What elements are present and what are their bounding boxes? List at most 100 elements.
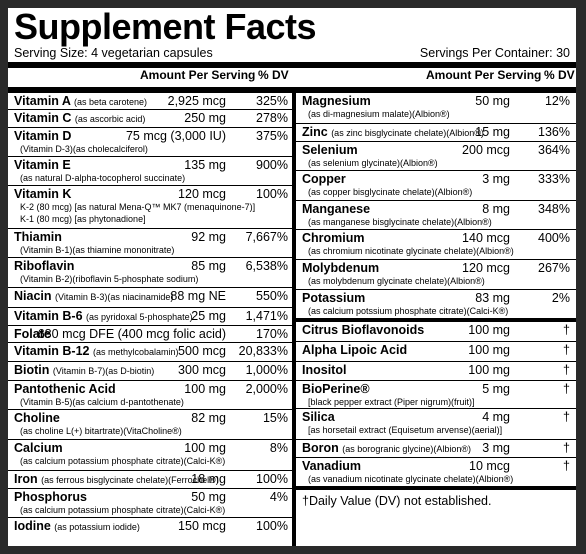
nutrient-name-text: Alpha Lipoic Acid — [302, 343, 408, 357]
nutrient-name-text: Silica — [302, 410, 335, 424]
nutrient-daily-value: 364% — [538, 143, 570, 157]
nutrient-daily-value: 1,000% — [245, 363, 288, 377]
nutrient-amount: 100 mg — [184, 441, 226, 455]
nutrient-daily-value: 12% — [544, 94, 570, 108]
nutrient-name-text: Niacin — [14, 289, 52, 303]
nutrient-amount: 83 mg — [475, 291, 510, 305]
nutrient-sub-detail: (Vitamin B-2)(riboflavin 5-phosphate sod… — [20, 274, 199, 284]
nutrient-name: Calcium — [14, 441, 63, 455]
nutrient-source-note: (as potassium iodide) — [54, 522, 140, 532]
nutrient-name-text: Zinc — [302, 125, 328, 139]
nutrient-name-text: Selenium — [302, 143, 358, 157]
nutrient-row: Vitamin D 75 mcg (3,000 IU) 375% (Vitamin D… — [8, 128, 292, 157]
right-header-dv: % DV — [544, 68, 575, 82]
nutrient-daily-value: 8% — [269, 441, 288, 455]
nutrient-row: Citrus Bioflavonoids 100 mg † — [296, 322, 576, 342]
nutrient-amount: 82 mg — [191, 411, 226, 425]
nutrient-amount: 300 mcg — [178, 363, 226, 377]
nutrient-row: Calcium 100 mg 8% (as calcium potassium pho… — [8, 440, 292, 471]
nutrient-daily-value: 400% — [538, 231, 570, 245]
nutrient-amount: 500 mcg — [178, 344, 226, 358]
nutrient-name: Iodine (as potassium iodide) — [14, 519, 140, 533]
nutrient-name-text: Iron — [14, 472, 38, 486]
nutrient-daily-value: † — [563, 459, 570, 473]
nutrient-amount: 3 mg — [482, 441, 510, 455]
nutrient-name-text: Phosphorus — [14, 490, 87, 504]
nutrient-row: Iron (as ferrous bisglycinate chelate)(F… — [8, 471, 292, 489]
nutrient-name: Silica — [302, 410, 335, 424]
nutrient-name-text: Manganese — [302, 202, 371, 216]
nutrient-name-text: Citrus Bioflavonoids — [302, 323, 425, 337]
nutrient-amount: 100 mg — [468, 363, 510, 377]
nutrient-name: Thiamin — [14, 230, 62, 244]
nutrient-name: Folate — [14, 327, 51, 341]
nutrient-name-text: Vitamin B-6 — [14, 309, 83, 323]
nutrient-daily-value: † — [563, 323, 570, 337]
nutrient-daily-value: † — [563, 410, 570, 424]
nutrient-source-note: (as beta carotene) — [73, 97, 148, 107]
nutrient-row: Alpha Lipoic Acid 100 mg † — [296, 342, 576, 362]
nutrient-row: Iodine (as potassium iodide) 150 mcg 100% — [8, 518, 292, 540]
nutrient-name-text: Chromium — [302, 231, 365, 245]
nutrient-amount: 120 mcg — [178, 187, 226, 201]
nutrient-name-text: Vitamin A — [14, 94, 71, 108]
nutrient-daily-value: † — [563, 441, 570, 455]
nutrient-source-note: (Vitamin B-7)(as D-biotin) — [52, 366, 155, 376]
nutrient-amount: 100 mg — [184, 382, 226, 396]
nutrient-name: Vitamin D — [14, 129, 71, 143]
nutrient-row: Riboflavin 85 mg 6,538% (Vitamin B-2)(ribof… — [8, 258, 292, 288]
nutrient-row: Vitamin K 120 mcg 100% K-2 (80 mcg) [as nat… — [8, 186, 292, 229]
left-header-amount: Amount Per Serving — [140, 68, 256, 82]
nutrient-daily-value: 2,000% — [245, 382, 288, 396]
nutrient-name-text: Riboflavin — [14, 259, 75, 273]
nutrient-row: Zinc (as zinc bisglycinate chelate)(Albi… — [296, 124, 576, 142]
nutrient-name-text: Choline — [14, 411, 60, 425]
nutrient-sub-detail: (as calcium potassium phosphate citrate)… — [20, 505, 226, 515]
nutrient-daily-value: 100% — [256, 519, 288, 533]
nutrient-amount: 140 mcg — [462, 231, 510, 245]
nutrient-name-text: Vitamin D — [14, 129, 72, 143]
nutrient-row: Phosphorus 50 mg 4% (as calcium potassium p… — [8, 489, 292, 518]
nutrient-name-text: Molybdenum — [302, 261, 380, 275]
nutrient-row: Choline 82 mg 15% (as choline L(+) bitartra… — [8, 410, 292, 440]
nutrient-daily-value: † — [563, 343, 570, 357]
right-header-amount: Amount Per Serving — [426, 68, 542, 82]
nutrient-daily-value: 267% — [538, 261, 570, 275]
nutrient-name: Vitamin B-6 (as pyridoxal 5-phosphate) — [14, 309, 193, 323]
nutrient-daily-value: 375% — [256, 129, 288, 143]
nutrient-amount: 92 mg — [191, 230, 226, 244]
nutrient-row: Silica 4 mg † [as horsetail extract (Equise… — [296, 409, 576, 440]
nutrient-source-note: (as methylcobalamin) — [92, 347, 179, 357]
nutrient-source-note: (as ascorbic acid) — [74, 114, 146, 124]
nutrient-name-text: Boron — [302, 441, 339, 455]
nutrient-row: Selenium 200 mcg 364% (as selenium glycinat… — [296, 142, 576, 171]
nutrient-sub-detail: (Vitamin B-1)(as thiamine mononitrate) — [20, 245, 175, 255]
nutrient-daily-value: 7,667% — [245, 230, 288, 244]
nutrient-sub-detail: (as manganese bisglycinate chelate)(Albi… — [308, 217, 492, 227]
nutrient-row: Potassium 83 mg 2% (as calcium potssium pho… — [296, 290, 576, 322]
nutrient-name: Pantothenic Acid — [14, 382, 116, 396]
nutrient-amount: 250 mg — [184, 111, 226, 125]
nutrient-source-note: (as zinc bisglycinate chelate)(Albion®) — [331, 128, 484, 138]
nutrient-row: Pantothenic Acid 100 mg 2,000% (Vitamin B-5… — [8, 381, 292, 410]
nutrient-sub-detail: K-2 (80 mcg) [as natural Mena-Q™ MK7 (me… — [20, 202, 256, 212]
nutrient-name: Potassium — [302, 291, 365, 305]
footnote-rule — [296, 486, 576, 490]
nutrient-sub-detail: (as selenium glycinate)(Albion®) — [308, 158, 438, 168]
footnote: †Daily Value (DV) not established. — [302, 494, 492, 508]
nutrient-sub-detail: (as natural D-alpha-tocopherol succinate… — [20, 173, 186, 183]
nutrient-row: Vitamin C (as ascorbic acid) 250 mg 278% — [8, 110, 292, 128]
nutrient-row: Manganese 8 mg 348% (as manganese bisglycin… — [296, 201, 576, 230]
nutrient-daily-value: † — [563, 382, 570, 396]
nutrient-name: Biotin (Vitamin B-7)(as D-biotin) — [14, 363, 154, 377]
nutrient-name: Vitamin K — [14, 187, 71, 201]
nutrient-daily-value: 4% — [269, 490, 288, 504]
nutrient-name: Choline — [14, 411, 60, 425]
left-header-dv: % DV — [258, 68, 289, 82]
nutrient-amount: 200 mcg — [462, 143, 510, 157]
nutrient-name-text: Thiamin — [14, 230, 62, 244]
nutrient-name-text: Vitamin C — [14, 111, 72, 125]
nutrient-name: Boron (as borogranic glycine)(Albion®) — [302, 441, 471, 455]
nutrient-daily-value: 2% — [551, 291, 570, 305]
nutrient-name-text: Inositol — [302, 363, 347, 377]
